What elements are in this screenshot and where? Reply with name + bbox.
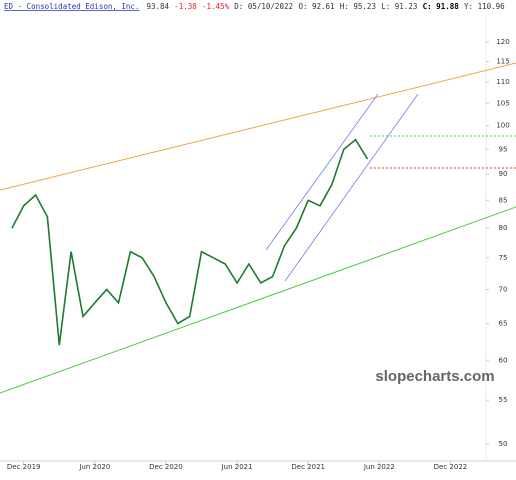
header-item: D: 05/10/2022 [234, 2, 293, 11]
header-item: C: 91.88 [423, 2, 460, 11]
channel-upper [265, 93, 379, 251]
y-tick-label: 80 [499, 224, 508, 232]
x-tick-label: Dec 2022 [434, 463, 468, 471]
x-tick-label: Jun 2021 [221, 463, 253, 471]
channel-lower [284, 93, 419, 282]
resistance-trendline [0, 62, 516, 191]
header-item: Y: 110.96 [464, 2, 505, 11]
y-tick-label: 100 [496, 122, 509, 130]
header-item: -1.38 [174, 2, 197, 11]
y-tick-label: 85 [499, 196, 508, 204]
y-tick-label: 120 [496, 38, 509, 46]
y-tick-label: 60 [499, 356, 508, 364]
header-item: -1.45% [202, 2, 230, 11]
support-trendline [0, 206, 516, 394]
header-item: O: 92.61 [298, 2, 334, 11]
header-item: H: 95.23 [340, 2, 376, 11]
x-tick-label: Dec 2021 [291, 463, 325, 471]
header-item: L: 91.23 [381, 2, 417, 11]
y-tick-label: 110 [496, 78, 509, 86]
x-tick-label: Dec 2020 [149, 463, 183, 471]
y-tick-label: 65 [499, 320, 508, 328]
y-tick-label: 105 [496, 99, 509, 107]
y-tick-label: 95 [499, 145, 508, 153]
price-line [11, 138, 369, 346]
header-item: 93.84 [147, 2, 170, 11]
x-tick-label: Jun 2020 [78, 463, 110, 471]
y-tick-label: 75 [499, 254, 508, 262]
y-tick-label: 70 [499, 285, 508, 293]
x-tick-label: Dec 2019 [7, 463, 41, 471]
watermark: slopecharts.com [375, 368, 494, 385]
y-tick-label: 90 [499, 170, 508, 178]
y-tick-label: 115 [496, 58, 509, 66]
x-tick-label: Jun 2022 [363, 463, 395, 471]
y-tick-label: 50 [499, 440, 508, 448]
y-tick-label: 55 [499, 396, 508, 404]
symbol-link[interactable]: ED - Consolidated Edison, Inc. [4, 2, 139, 11]
